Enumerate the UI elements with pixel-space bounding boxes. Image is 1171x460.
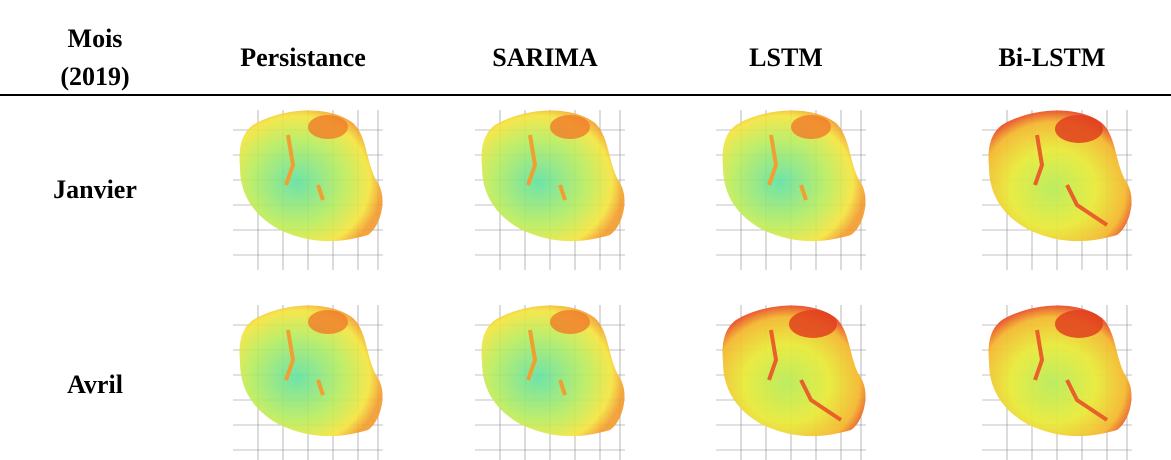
column-header: LSTM — [749, 43, 823, 72]
column-header: SARIMA — [492, 43, 598, 72]
column-header: Persistance — [240, 43, 366, 72]
header-rule — [0, 94, 1171, 96]
map-image — [967, 105, 1137, 275]
map-image — [460, 105, 630, 275]
map-image — [967, 300, 1137, 460]
row-label: Janvier — [53, 175, 137, 204]
column-header: Mois (2019) — [60, 24, 130, 91]
map-image — [701, 300, 871, 460]
map-image — [218, 300, 388, 460]
column-header: Bi-LSTM — [998, 43, 1106, 72]
row-label: Avril — [67, 370, 123, 399]
map-image — [701, 105, 871, 275]
map-image — [460, 300, 630, 460]
map-image — [218, 105, 388, 275]
